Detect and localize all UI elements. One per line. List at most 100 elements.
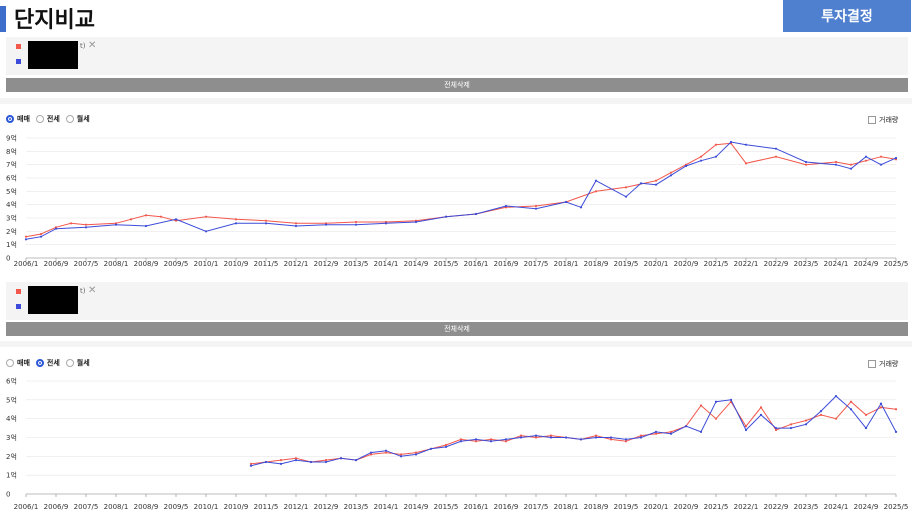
data-point[interactable]	[564, 436, 568, 439]
data-point[interactable]	[894, 156, 898, 160]
data-point[interactable]	[819, 410, 823, 413]
data-point[interactable]	[879, 155, 883, 158]
data-point[interactable]	[774, 155, 778, 158]
data-point[interactable]	[369, 453, 373, 456]
data-point[interactable]	[714, 417, 718, 420]
data-point[interactable]	[39, 232, 43, 236]
data-point[interactable]	[114, 223, 118, 226]
data-point[interactable]	[309, 460, 313, 464]
data-point[interactable]	[759, 413, 763, 416]
data-point[interactable]	[894, 408, 898, 411]
data-point[interactable]	[549, 436, 553, 439]
data-point[interactable]	[264, 219, 268, 222]
data-point[interactable]	[444, 215, 448, 218]
data-point[interactable]	[759, 406, 763, 409]
data-point[interactable]	[234, 218, 238, 221]
data-point[interactable]	[594, 434, 598, 437]
data-point[interactable]	[864, 413, 868, 416]
data-point[interactable]	[849, 163, 853, 166]
data-point[interactable]	[324, 460, 328, 464]
data-point[interactable]	[624, 195, 628, 198]
data-point[interactable]	[594, 436, 598, 439]
data-point[interactable]	[669, 432, 673, 435]
data-point[interactable]	[549, 434, 553, 437]
data-point[interactable]	[249, 462, 253, 465]
data-point[interactable]	[84, 226, 88, 229]
radio-sale[interactable]: 매매	[6, 114, 30, 124]
data-point[interactable]	[864, 426, 868, 430]
data-point[interactable]	[804, 423, 808, 426]
data-point[interactable]	[444, 443, 448, 447]
data-point[interactable]	[504, 438, 508, 441]
data-point[interactable]	[504, 204, 508, 208]
data-point[interactable]	[519, 434, 523, 437]
delete-all-button[interactable]: 전체삭제	[6, 322, 908, 336]
data-point[interactable]	[879, 406, 883, 409]
data-point[interactable]	[564, 200, 568, 204]
data-point[interactable]	[474, 440, 478, 443]
data-point[interactable]	[654, 432, 658, 435]
data-point[interactable]	[894, 430, 898, 433]
data-point[interactable]	[609, 438, 613, 441]
data-point[interactable]	[879, 402, 883, 405]
data-point[interactable]	[744, 162, 748, 165]
data-point[interactable]	[369, 451, 373, 454]
radio-sale[interactable]: 매매	[6, 358, 30, 368]
radio-jeonse[interactable]: 전세	[35, 358, 60, 368]
data-point[interactable]	[819, 413, 823, 416]
close-icon[interactable]	[88, 40, 96, 51]
data-point[interactable]	[534, 436, 538, 439]
data-point[interactable]	[609, 436, 613, 439]
data-point[interactable]	[69, 222, 73, 225]
data-point[interactable]	[264, 460, 268, 464]
data-point[interactable]	[504, 440, 508, 443]
data-point[interactable]	[834, 394, 838, 398]
data-point[interactable]	[24, 235, 28, 238]
data-point[interactable]	[699, 159, 703, 162]
data-point[interactable]	[324, 223, 328, 226]
data-point[interactable]	[804, 163, 808, 166]
radio-monthly[interactable]: 월세	[65, 358, 90, 368]
data-point[interactable]	[204, 230, 208, 233]
data-point[interactable]	[384, 451, 388, 454]
data-point[interactable]	[744, 425, 748, 428]
data-point[interactable]	[204, 215, 208, 218]
data-point[interactable]	[714, 155, 718, 158]
data-point[interactable]	[879, 163, 883, 166]
data-point[interactable]	[519, 436, 523, 439]
data-point[interactable]	[399, 453, 403, 456]
data-point[interactable]	[804, 160, 808, 164]
data-point[interactable]	[399, 455, 403, 458]
data-point[interactable]	[459, 440, 463, 443]
data-point[interactable]	[279, 459, 283, 462]
data-point[interactable]	[294, 459, 298, 462]
data-point[interactable]	[234, 222, 238, 225]
data-point[interactable]	[729, 140, 733, 144]
data-point[interactable]	[294, 224, 298, 228]
data-point[interactable]	[474, 438, 478, 441]
data-point[interactable]	[639, 434, 643, 437]
data-point[interactable]	[624, 186, 628, 189]
delete-all-button[interactable]: 전체삭제	[6, 78, 908, 92]
data-point[interactable]	[84, 223, 88, 226]
data-point[interactable]	[414, 220, 418, 224]
data-point[interactable]	[864, 155, 868, 158]
data-point[interactable]	[849, 167, 853, 170]
data-point[interactable]	[534, 434, 538, 437]
data-point[interactable]	[24, 238, 28, 241]
volume-toggle[interactable]: 거래량	[868, 115, 898, 125]
data-point[interactable]	[624, 440, 628, 443]
data-point[interactable]	[639, 182, 643, 185]
data-point[interactable]	[744, 143, 748, 146]
volume-toggle[interactable]: 거래량	[868, 359, 898, 369]
data-point[interactable]	[354, 459, 358, 462]
data-point[interactable]	[354, 223, 358, 226]
data-point[interactable]	[849, 400, 853, 403]
data-point[interactable]	[699, 430, 703, 433]
data-point[interactable]	[159, 215, 163, 218]
invest-decision-button[interactable]: 투자결정	[783, 0, 911, 32]
data-point[interactable]	[789, 426, 793, 430]
data-point[interactable]	[594, 179, 598, 182]
data-point[interactable]	[414, 453, 418, 456]
data-point[interactable]	[639, 436, 643, 439]
